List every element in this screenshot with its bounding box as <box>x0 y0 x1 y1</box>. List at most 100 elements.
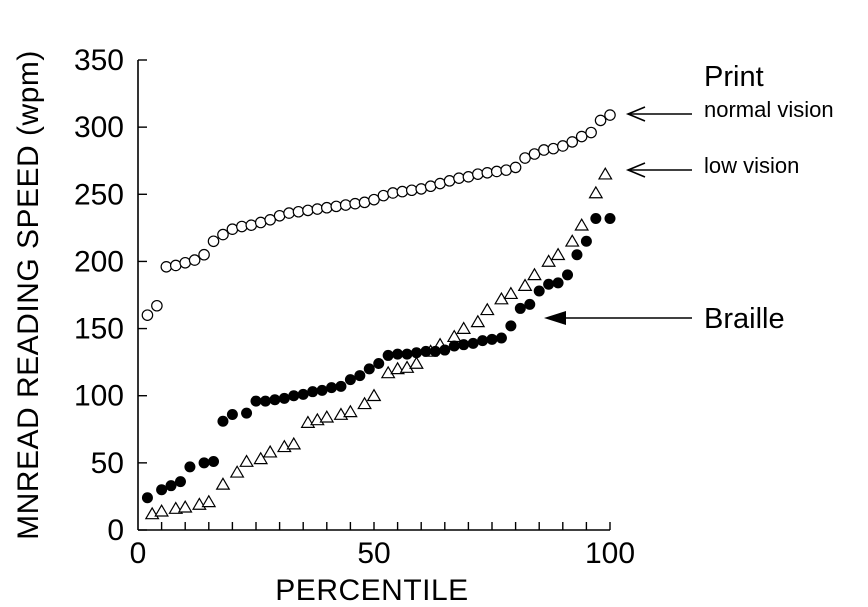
point-print-normal-vision <box>226 223 239 235</box>
point-braille <box>401 348 413 360</box>
point-print-normal-vision <box>556 140 569 152</box>
point-print-normal-vision <box>509 161 522 174</box>
point-print-low-vision <box>229 465 245 478</box>
point-braille <box>604 212 616 224</box>
point-print-normal-vision <box>528 148 541 160</box>
point-print-normal-vision <box>358 196 371 209</box>
point-print-normal-vision <box>141 309 154 321</box>
point-print-normal-vision <box>311 203 324 215</box>
point-braille <box>571 249 583 261</box>
y-tick-label: 300 <box>74 111 124 144</box>
point-print-normal-vision <box>368 193 380 206</box>
point-braille <box>250 395 262 407</box>
point-braille <box>198 457 210 469</box>
point-braille <box>165 480 177 492</box>
y-tick-label: 250 <box>74 178 124 211</box>
annotation-print: Print <box>704 61 764 93</box>
point-print-normal-vision <box>443 175 456 187</box>
point-print-normal-vision <box>188 254 201 266</box>
point-braille <box>533 285 545 297</box>
point-braille <box>514 302 526 314</box>
point-braille <box>316 384 328 396</box>
point-print-low-vision <box>470 314 486 328</box>
point-braille <box>141 492 153 504</box>
point-print-normal-vision <box>264 214 276 226</box>
point-print-normal-vision <box>217 228 229 241</box>
y-tick-label: 150 <box>74 313 124 346</box>
point-print-low-vision <box>286 436 302 450</box>
point-print-low-vision <box>154 504 169 517</box>
point-braille <box>552 277 564 289</box>
point-print-normal-vision <box>500 164 512 176</box>
point-print-normal-vision <box>302 204 314 217</box>
point-print-normal-vision <box>472 168 484 180</box>
point-braille <box>288 390 300 402</box>
point-print-low-vision <box>479 302 495 316</box>
point-print-normal-vision <box>462 171 475 183</box>
point-print-normal-vision <box>254 216 267 229</box>
point-braille <box>477 335 489 347</box>
point-print-low-vision <box>588 185 604 199</box>
point-print-low-vision <box>517 278 533 291</box>
point-print-normal-vision <box>387 187 399 199</box>
point-print-low-vision <box>541 254 556 267</box>
point-braille <box>543 278 555 290</box>
point-braille <box>307 386 319 398</box>
point-print-low-vision <box>390 361 405 375</box>
point-print-normal-vision <box>339 199 352 211</box>
arrow-low-vision <box>625 162 692 178</box>
point-print-normal-vision <box>349 197 361 210</box>
point-braille <box>278 392 290 404</box>
point-print-normal-vision <box>547 142 560 155</box>
annotation-normal-vision: normal vision <box>704 97 834 122</box>
y-tick-label: 200 <box>74 245 124 278</box>
point-print-normal-vision <box>396 185 409 198</box>
point-print-low-vision <box>253 451 269 465</box>
point-braille <box>226 409 238 421</box>
point-print-normal-vision <box>415 183 427 195</box>
point-print-low-vision <box>343 404 358 418</box>
axes: 0 50 100 0 50 100 150 200 250 300 350 <box>74 44 635 570</box>
point-braille <box>448 340 460 352</box>
data-marks <box>141 109 616 520</box>
point-braille <box>420 345 432 357</box>
point-braille <box>410 347 422 359</box>
y-tick-label: 50 <box>91 447 124 480</box>
point-braille <box>524 298 536 310</box>
point-braille <box>326 382 338 394</box>
point-print-normal-vision <box>481 167 494 179</box>
y-axis-label: MNREAD READING SPEED (wpm) <box>12 50 45 540</box>
point-print-low-vision <box>456 321 472 334</box>
x-tick-label: 100 <box>585 537 635 570</box>
point-print-normal-vision <box>160 260 173 273</box>
point-print-normal-vision <box>245 219 258 231</box>
point-print-normal-vision <box>585 126 597 139</box>
point-print-normal-vision <box>519 152 531 164</box>
point-braille <box>241 407 253 419</box>
point-braille <box>259 395 271 407</box>
point-print-normal-vision <box>236 220 248 233</box>
point-print-normal-vision <box>377 189 390 202</box>
point-braille <box>467 337 479 349</box>
point-print-normal-vision <box>604 109 616 121</box>
point-print-low-vision <box>239 454 254 467</box>
point-print-low-vision <box>597 166 613 180</box>
point-print-low-vision <box>409 356 424 369</box>
point-print-normal-vision <box>453 172 465 184</box>
point-print-normal-vision <box>594 114 607 127</box>
point-braille <box>562 269 574 281</box>
point-braille <box>174 476 186 488</box>
point-print-normal-vision <box>198 248 210 261</box>
point-braille <box>590 212 602 224</box>
point-print-low-vision <box>366 388 382 402</box>
point-print-normal-vision <box>273 209 286 222</box>
point-print-low-vision <box>201 494 217 508</box>
point-braille <box>373 357 385 369</box>
point-braille <box>335 380 347 392</box>
point-braille <box>505 320 517 332</box>
point-braille <box>429 345 441 357</box>
point-print-normal-vision <box>207 235 220 248</box>
point-print-low-vision <box>503 286 519 300</box>
point-braille <box>495 332 507 344</box>
